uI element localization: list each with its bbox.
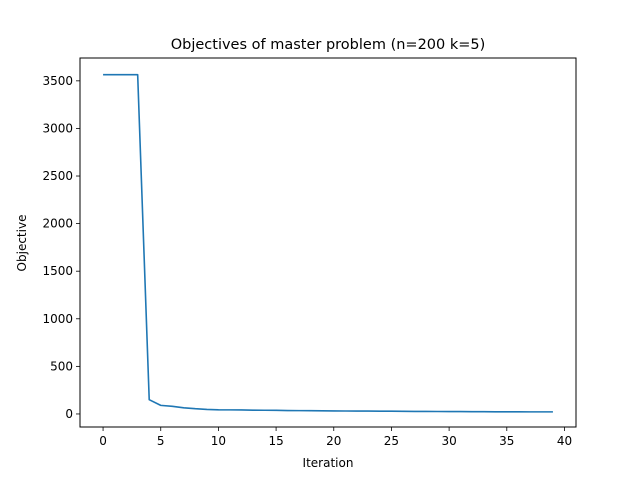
x-tick-label: 30 [441,434,456,448]
y-tick-label: 2000 [42,217,73,231]
x-tick-label: 5 [157,434,165,448]
series-line [103,73,553,413]
x-tick-label: 15 [268,434,283,448]
chart-title: Objectives of master problem (n=200 k=5) [171,37,486,53]
y-tick-label: 3000 [42,121,73,135]
y-axis-label: Objective [15,215,29,272]
x-tick-label: 25 [384,434,399,448]
y-axis-ticks: 0 500 1000 1500 2000 2500 3000 3500 [42,74,80,421]
y-tick-label: 500 [50,359,73,373]
x-tick-label: 20 [326,434,341,448]
y-tick-label: 0 [65,407,73,421]
y-tick-label: 2500 [42,169,73,183]
x-axis-label: Iteration [303,456,354,470]
plot-frame [79,57,577,428]
y-tick-label: 1000 [42,312,73,326]
x-tick-label: 10 [211,434,226,448]
x-tick-label: 0 [99,434,107,448]
x-tick-label: 35 [499,434,514,448]
y-tick-label: 3500 [42,74,73,88]
x-axis-ticks: 0 5 10 15 20 25 30 35 40 [99,427,572,448]
plot-area [103,73,553,413]
x-tick-label: 40 [557,434,572,448]
y-tick-label: 1500 [42,264,73,278]
